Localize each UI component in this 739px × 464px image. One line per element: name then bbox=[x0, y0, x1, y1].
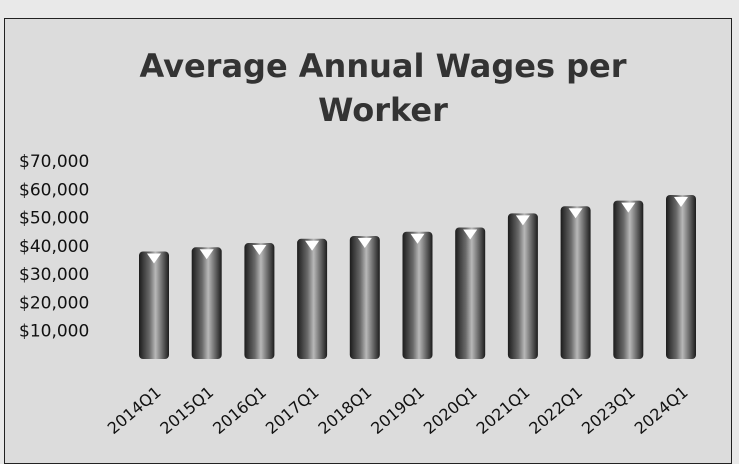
x-tick-label: 2020Q1 bbox=[420, 383, 481, 438]
y-tick-label: $40,000 bbox=[19, 237, 89, 257]
chart-frame: Average Annual Wages per Worker $10,000 $… bbox=[4, 18, 732, 464]
bar bbox=[507, 213, 538, 359]
y-tick-label: $50,000 bbox=[19, 209, 89, 229]
x-tick-label: 2014Q1 bbox=[104, 383, 165, 438]
bar-chart: Average Annual Wages per Worker $10,000$… bbox=[19, 47, 696, 438]
y-tick-label: $20,000 bbox=[19, 293, 89, 313]
bar-marker bbox=[463, 229, 478, 240]
bar-marker bbox=[305, 240, 320, 251]
bar bbox=[139, 251, 169, 359]
bar bbox=[455, 227, 486, 359]
bar bbox=[613, 200, 644, 359]
x-tick-label: 2023Q1 bbox=[578, 383, 639, 438]
x-tick-label: 2015Q1 bbox=[156, 383, 217, 438]
bar-marker bbox=[410, 233, 425, 244]
y-tick-label: $10,000 bbox=[19, 322, 89, 342]
bar-marker bbox=[147, 253, 161, 264]
bar bbox=[402, 231, 433, 359]
chart-title-line-1: Average Annual Wages per bbox=[139, 47, 626, 85]
x-tick-label: 2021Q1 bbox=[473, 383, 534, 438]
x-tick-label: 2018Q1 bbox=[315, 383, 376, 438]
bar-marker bbox=[621, 202, 636, 213]
bar bbox=[244, 243, 275, 359]
y-tick-label: $70,000 bbox=[19, 152, 89, 172]
x-tick-label: 2016Q1 bbox=[209, 383, 270, 438]
x-tick-label: 2017Q1 bbox=[262, 383, 323, 438]
y-axis: $10,000 $20,000 $30,000 $40,000 $50,000 $60,0… bbox=[19, 152, 89, 342]
y-tick-label: $30,000 bbox=[19, 265, 89, 285]
bars bbox=[139, 194, 696, 359]
x-tick-label: 2024Q1 bbox=[631, 383, 692, 438]
x-axis: 2014Q12015Q12016Q12017Q12018Q12019Q12020… bbox=[104, 383, 692, 438]
bar-marker bbox=[674, 196, 688, 207]
chart-title-line-2: Worker bbox=[318, 91, 448, 129]
bar-marker bbox=[515, 215, 530, 226]
x-tick-label: 2022Q1 bbox=[525, 383, 586, 438]
bar-marker bbox=[568, 208, 583, 219]
x-tick-label: 2019Q1 bbox=[367, 383, 428, 438]
y-tick-label: $60,000 bbox=[19, 180, 89, 200]
bar-marker bbox=[199, 249, 214, 260]
bar bbox=[560, 206, 591, 359]
bar-marker bbox=[357, 237, 372, 248]
bar bbox=[297, 238, 328, 359]
bar bbox=[349, 235, 380, 359]
bar bbox=[666, 194, 696, 359]
bar-marker bbox=[252, 245, 267, 256]
bar bbox=[191, 247, 222, 359]
